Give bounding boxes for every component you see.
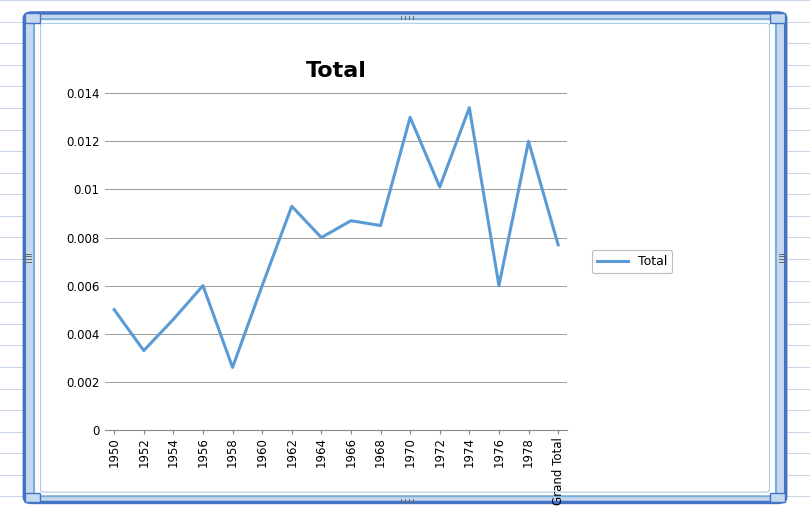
Legend: Total: Total: [592, 250, 672, 273]
Bar: [25, 13, 40, 23]
FancyBboxPatch shape: [24, 13, 786, 502]
FancyBboxPatch shape: [40, 23, 769, 492]
FancyBboxPatch shape: [34, 19, 776, 496]
Bar: [770, 13, 785, 23]
Bar: [25, 493, 40, 502]
Title: Total: Total: [305, 61, 367, 81]
Bar: [770, 493, 785, 502]
